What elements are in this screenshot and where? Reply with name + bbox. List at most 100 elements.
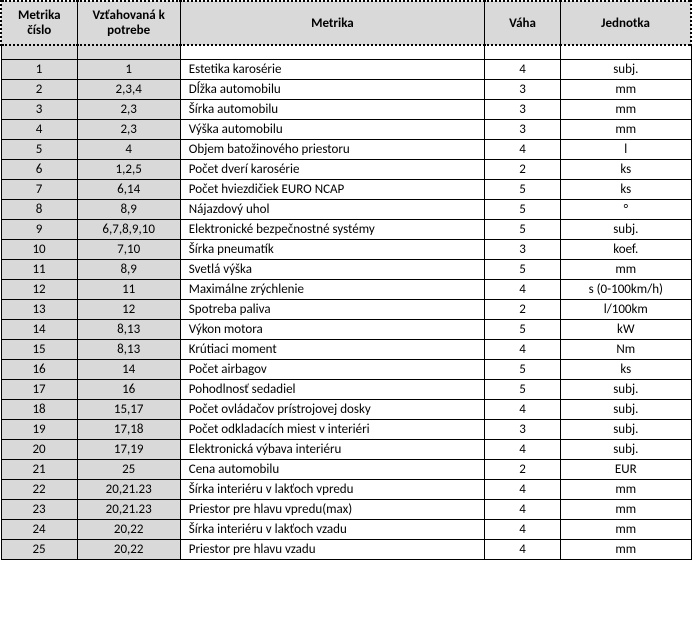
cell-metrika: Počet hviezdičiek EURO NCAP <box>180 179 484 199</box>
cell-metrika_cislo: 15 <box>1 339 77 359</box>
table-row: 1815,17Počet ovládačov prístrojovej dosk… <box>1 399 691 419</box>
cell-jednotka: mm <box>561 99 691 119</box>
cell-jednotka: Nm <box>561 339 691 359</box>
cell-metrika_cislo: 9 <box>1 219 77 239</box>
cell-jednotka: mm <box>561 119 691 139</box>
table-row: 88,9Nájazdový uhol5° <box>1 199 691 219</box>
cell-metrika: Počet dverí karosérie <box>180 159 484 179</box>
cell-metrika_cislo: 18 <box>1 399 77 419</box>
cell-metrika: Maximálne zrýchlenie <box>180 279 484 299</box>
cell-vaha: 4 <box>485 499 561 519</box>
cell-jednotka: subj. <box>561 379 691 399</box>
cell-vztahovana: 20,21.23 <box>77 479 180 499</box>
cell-vaha: 4 <box>485 59 561 79</box>
cell-vztahovana: 1,2,5 <box>77 159 180 179</box>
cell-jednotka: subj. <box>561 419 691 439</box>
cell-jednotka: mm <box>561 519 691 539</box>
cell-vztahovana: 6,7,8,9,10 <box>77 219 180 239</box>
cell-metrika_cislo: 3 <box>1 99 77 119</box>
cell-metrika_cislo: 11 <box>1 259 77 279</box>
table-row: 54Objem batožinového priestoru4l <box>1 139 691 159</box>
cell-metrika_cislo: 12 <box>1 279 77 299</box>
cell-vztahovana: 8,13 <box>77 319 180 339</box>
cell-vaha: 4 <box>485 339 561 359</box>
cell-vaha: 5 <box>485 199 561 219</box>
cell-metrika: Výška automobilu <box>180 119 484 139</box>
cell-vztahovana: 17,18 <box>77 419 180 439</box>
cell-metrika_cislo: 5 <box>1 139 77 159</box>
cell-jednotka: mm <box>561 539 691 559</box>
table-row: 1917,18Počet odkladacích miest v interié… <box>1 419 691 439</box>
cell-vztahovana: 20,22 <box>77 519 180 539</box>
table-row: 118,9Svetlá výška5mm <box>1 259 691 279</box>
cell-metrika: Svetlá výška <box>180 259 484 279</box>
cell-metrika: Pohodlnosť sedadiel <box>180 379 484 399</box>
col-header-jednotka: Jednotka <box>561 1 691 45</box>
cell-metrika: Priestor pre hlavu vpredu(max) <box>180 499 484 519</box>
cell-vaha: 5 <box>485 179 561 199</box>
cell-vaha: 5 <box>485 379 561 399</box>
table-row: 2420,22Šírka interiéru v lakťoch vzadu4m… <box>1 519 691 539</box>
cell-vztahovana: 11 <box>77 279 180 299</box>
cell-metrika_cislo: 4 <box>1 119 77 139</box>
table-header: Metrika číslo Vzťahovaná k potrebe Metri… <box>1 1 691 45</box>
col-header-vztahovana: Vzťahovaná k potrebe <box>77 1 180 45</box>
cell-metrika_cislo: 22 <box>1 479 77 499</box>
cell-jednotka: mm <box>561 259 691 279</box>
cell-metrika_cislo: 17 <box>1 379 77 399</box>
table-body: 11Estetika karosérie4subj.22,3,4Dĺžka au… <box>1 45 691 559</box>
table-row: 32,3Šírka automobilu3mm <box>1 99 691 119</box>
cell-metrika_cislo: 8 <box>1 199 77 219</box>
cell-metrika_cislo: 20 <box>1 439 77 459</box>
cell-metrika_cislo: 6 <box>1 159 77 179</box>
cell-vaha: 4 <box>485 399 561 419</box>
cell-metrika_cislo: 14 <box>1 319 77 339</box>
table-row: 76,14Počet hviezdičiek EURO NCAP5ks <box>1 179 691 199</box>
cell-metrika: Šírka interiéru v lakťoch vpredu <box>180 479 484 499</box>
cell-jednotka: mm <box>561 479 691 499</box>
table-row: 1614Počet airbagov5ks <box>1 359 691 379</box>
cell-metrika_cislo: 19 <box>1 419 77 439</box>
cell-metrika_cislo: 7 <box>1 179 77 199</box>
cell-jednotka: subj. <box>561 219 691 239</box>
cell-metrika: Počet odkladacích miest v interiéri <box>180 419 484 439</box>
cell-jednotka: ks <box>561 359 691 379</box>
cell-metrika_cislo: 23 <box>1 499 77 519</box>
table-row: 2125Cena automobilu2EUR <box>1 459 691 479</box>
cell-vztahovana: 17,19 <box>77 439 180 459</box>
cell-jednotka: subj. <box>561 59 691 79</box>
cell-vaha: 3 <box>485 119 561 139</box>
cell-jednotka: subj. <box>561 439 691 459</box>
cell-vaha: 4 <box>485 479 561 499</box>
cell-jednotka: ks <box>561 179 691 199</box>
cell-metrika: Estetika karosérie <box>180 59 484 79</box>
table-row: 2520,22Priestor pre hlavu vzadu4mm <box>1 539 691 559</box>
cell-metrika_cislo: 24 <box>1 519 77 539</box>
table-row: 1716Pohodlnosť sedadiel5subj. <box>1 379 691 399</box>
cell-vztahovana: 25 <box>77 459 180 479</box>
cell-vaha: 5 <box>485 359 561 379</box>
cell-vaha: 5 <box>485 219 561 239</box>
table-row: 61,2,5Počet dverí karosérie2ks <box>1 159 691 179</box>
cell-vaha: 3 <box>485 79 561 99</box>
cell-vaha: 3 <box>485 419 561 439</box>
table-row: 107,10Šírka pneumatík3koef. <box>1 239 691 259</box>
cell-vaha: 4 <box>485 139 561 159</box>
cell-metrika_cislo: 16 <box>1 359 77 379</box>
cell-jednotka: kW <box>561 319 691 339</box>
metrics-table: Metrika číslo Vzťahovaná k potrebe Metri… <box>0 0 692 560</box>
cell-vaha: 4 <box>485 439 561 459</box>
cell-metrika: Počet ovládačov prístrojovej dosky <box>180 399 484 419</box>
col-header-metrika-cislo: Metrika číslo <box>1 1 77 45</box>
cell-jednotka: koef. <box>561 239 691 259</box>
cell-metrika: Objem batožinového priestoru <box>180 139 484 159</box>
cell-metrika: Spotreba paliva <box>180 299 484 319</box>
cell-jednotka: EUR <box>561 459 691 479</box>
cell-metrika_cislo: 25 <box>1 539 77 559</box>
spacer-row <box>1 45 691 59</box>
cell-vztahovana: 20,22 <box>77 539 180 559</box>
table-row: 11Estetika karosérie4subj. <box>1 59 691 79</box>
cell-vaha: 5 <box>485 319 561 339</box>
cell-vztahovana: 12 <box>77 299 180 319</box>
cell-jednotka: subj. <box>561 399 691 419</box>
